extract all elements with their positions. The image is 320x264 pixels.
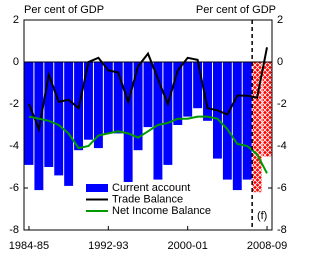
bar	[183, 62, 193, 117]
y-tick-label-left: 0	[13, 56, 19, 68]
y-tick-label-right: -4	[277, 140, 287, 152]
y-tick-label-left: -2	[9, 98, 19, 110]
bar	[143, 62, 153, 128]
y-tick-label-left: -8	[9, 224, 19, 236]
bar	[103, 62, 113, 134]
y-tick-label-right: -8	[277, 224, 287, 236]
chart: Per cent of GDP Per cent of GDP 2 2 0 0 -2 -2…	[9, 4, 287, 252]
bar	[54, 62, 64, 176]
forecast-bar	[252, 62, 262, 193]
y-tick-label-left: -6	[9, 182, 19, 194]
y-tick-label-right: 2	[277, 14, 283, 26]
bar	[203, 62, 212, 121]
line-1	[28, 47, 268, 133]
y-tick-label-right: -6	[277, 182, 287, 194]
x-tick-label: 1992-93	[88, 240, 128, 252]
y-tick-label-left: 2	[13, 14, 19, 26]
bar	[44, 62, 54, 167]
plot-frame	[23, 19, 273, 231]
annotation: (f)	[257, 210, 267, 222]
y-tick-label-right: 0	[277, 56, 283, 68]
bar	[84, 62, 93, 140]
y-axis-title-left: Per cent of GDP	[24, 4, 104, 16]
line-2	[28, 115, 268, 174]
bar	[133, 62, 143, 151]
x-tick-label: 2008-09	[247, 240, 287, 252]
bar	[64, 62, 74, 186]
y-tick-label-left: -4	[9, 140, 19, 152]
bar	[93, 62, 103, 149]
y-axis-title-right: Per cent of GDP	[196, 4, 276, 16]
legend-label: Net Income Balance	[112, 205, 211, 217]
bar	[242, 62, 252, 180]
bar	[113, 62, 123, 134]
forecast-bar	[262, 62, 272, 157]
bar	[232, 62, 242, 191]
y-tick-label-right: -2	[277, 98, 287, 110]
x-tick-label: 2000-01	[167, 240, 207, 252]
x-tick-label: 1984-85	[9, 240, 49, 252]
bar	[193, 62, 203, 109]
bar	[173, 62, 183, 125]
bar	[123, 62, 133, 186]
bar	[163, 62, 173, 165]
legend-label: Current account	[112, 182, 190, 194]
legend-swatch	[86, 184, 108, 192]
legend-label: Trade Balance	[112, 193, 183, 205]
bar	[222, 62, 232, 180]
bar	[24, 62, 34, 165]
bar	[153, 62, 163, 180]
